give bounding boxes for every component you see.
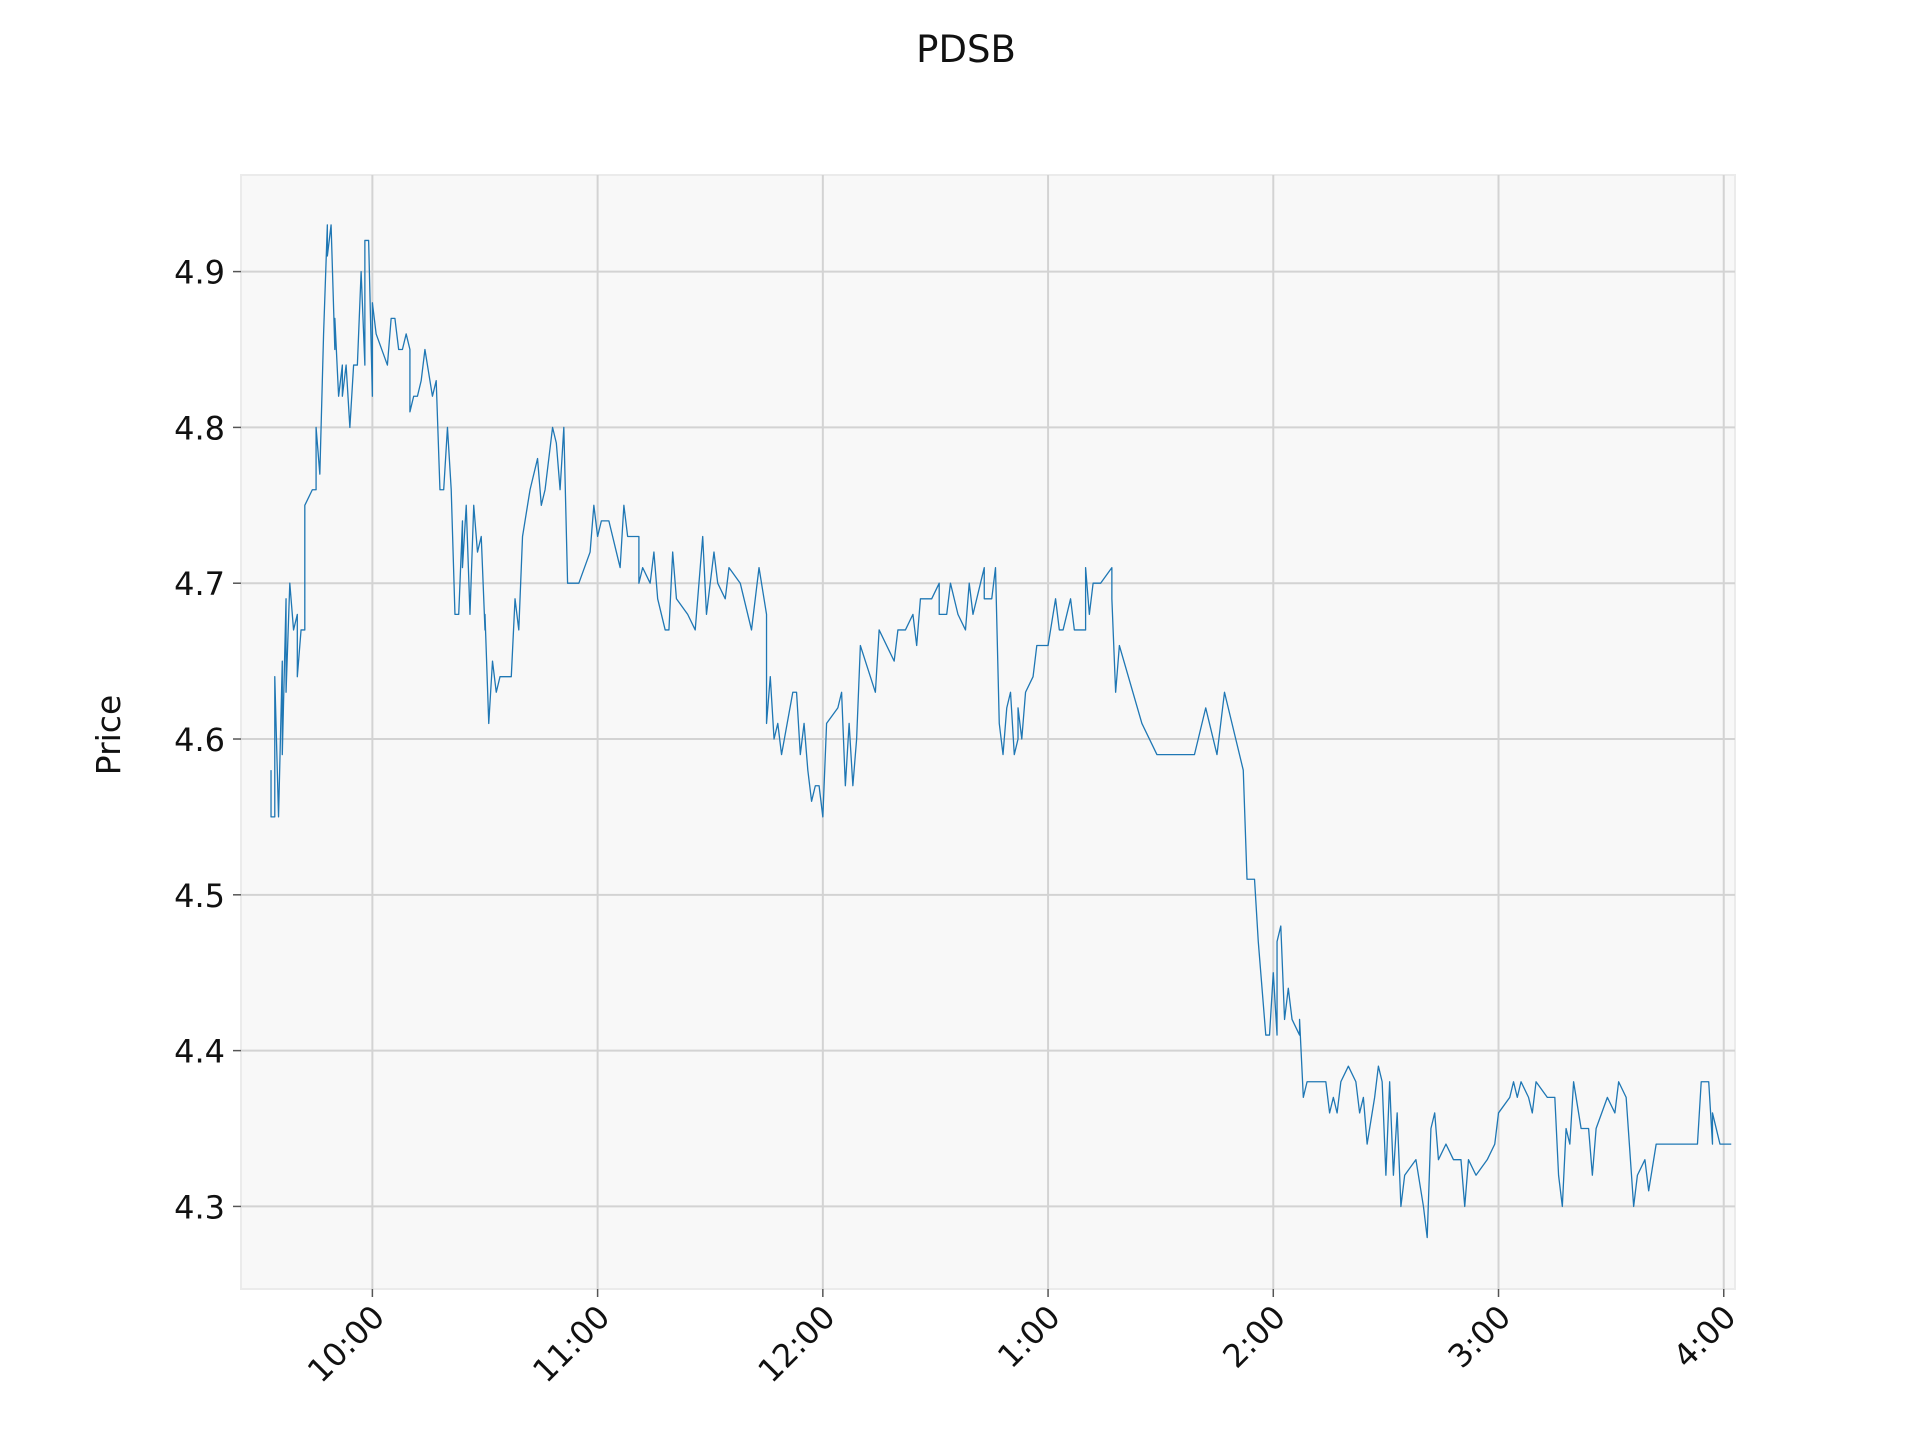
x-tick-label: 12:00 [750,1298,842,1390]
chart-title: PDSB [916,28,1016,71]
x-tick-label: 3:00 [1440,1298,1518,1376]
price-line [270,224,1732,1239]
y-tick-label: 4.6 [174,721,225,759]
y-tick-label: 4.9 [174,254,225,292]
x-tick-label: 11:00 [525,1298,617,1390]
y-tick-label: 4.4 [174,1033,225,1071]
y-tick-label: 4.5 [174,877,225,915]
x-tick-label: 4:00 [1666,1298,1744,1376]
y-tick-label: 4.8 [174,409,225,447]
x-tick-label: 2:00 [1215,1298,1293,1376]
y-tick-label: 4.3 [174,1188,225,1226]
plot-area [240,174,1736,1290]
x-tick-label: 1:00 [990,1298,1068,1376]
y-tick-label: 4.7 [174,565,225,603]
y-axis-label: Price [89,695,128,776]
x-tick-label: 10:00 [300,1298,392,1390]
